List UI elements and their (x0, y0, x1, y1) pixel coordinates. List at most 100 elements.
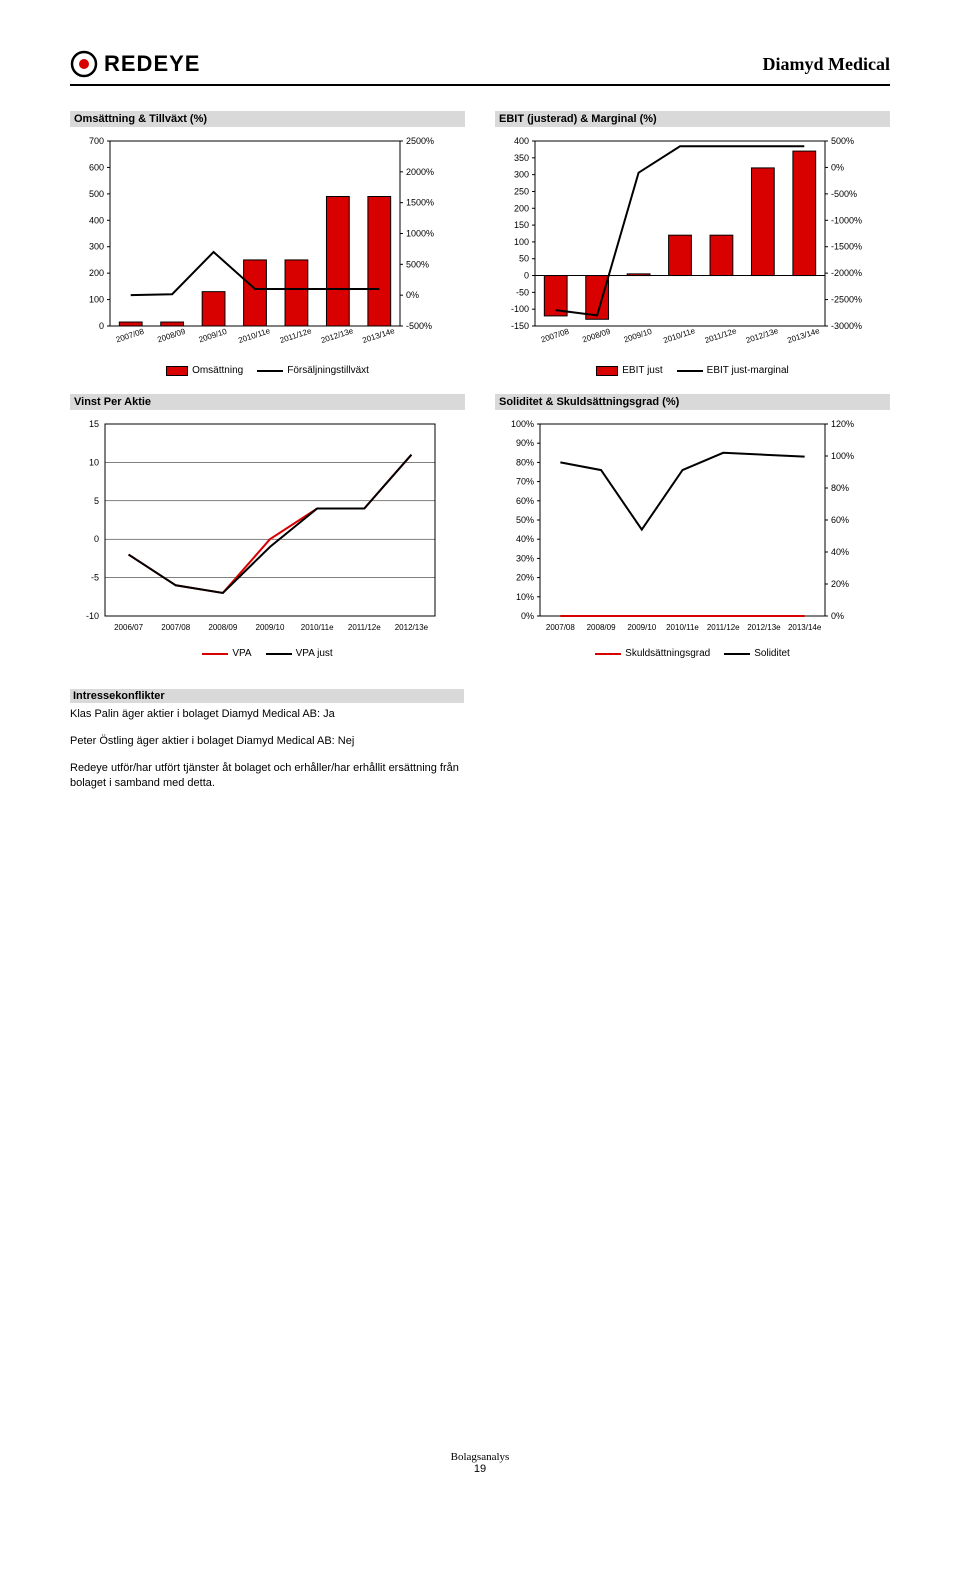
svg-text:2011/12e: 2011/12e (707, 623, 740, 632)
svg-text:20%: 20% (516, 573, 534, 583)
svg-text:2008/09: 2008/09 (208, 623, 237, 632)
chart1-legend-line: Försäljningstillväxt (287, 365, 369, 376)
svg-text:100%: 100% (511, 419, 534, 429)
chart4-legend-l2: Soliditet (754, 648, 790, 659)
conflicts-line1: Klas Palin äger aktier i bolaget Diamyd … (70, 707, 464, 722)
chart3-legend: VPA VPA just (70, 648, 465, 659)
svg-text:200: 200 (89, 268, 104, 278)
svg-text:30%: 30% (516, 553, 534, 563)
conflicts-line2: Peter Östling äger aktier i bolaget Diam… (70, 734, 464, 749)
svg-text:2009/10: 2009/10 (256, 623, 285, 632)
svg-text:-150: -150 (511, 321, 529, 331)
chart4-legend: Skuldsättningsgrad Soliditet (495, 648, 890, 659)
svg-text:-1000%: -1000% (831, 215, 862, 225)
svg-text:120%: 120% (831, 419, 854, 429)
chart-vinst-per-aktie: Vinst Per Aktie -10-50510152006/072007/0… (70, 394, 465, 659)
svg-text:2000%: 2000% (406, 167, 434, 177)
svg-text:2013/14e: 2013/14e (788, 623, 822, 632)
svg-text:-5: -5 (91, 573, 99, 583)
svg-text:200: 200 (514, 203, 529, 213)
chart1-legend-bar: Omsättning (192, 365, 243, 376)
chart2-svg: -150-100-50050100150200250300350400-3000… (495, 131, 875, 361)
svg-text:2013/14e: 2013/14e (361, 326, 396, 345)
svg-text:2008/09: 2008/09 (587, 623, 616, 632)
chart4-svg: 0%10%20%30%40%50%60%70%80%90%100%0%20%40… (495, 414, 875, 644)
svg-text:2007/08: 2007/08 (115, 327, 146, 345)
svg-text:2012/13e: 2012/13e (320, 326, 355, 345)
svg-text:60%: 60% (516, 496, 534, 506)
svg-text:2011/12e: 2011/12e (348, 623, 381, 632)
chart3-title: Vinst Per Aktie (70, 394, 465, 410)
svg-text:-1500%: -1500% (831, 242, 862, 252)
chart2-legend-bar: EBIT just (622, 365, 662, 376)
svg-text:2012/13e: 2012/13e (745, 326, 780, 345)
svg-text:40%: 40% (516, 534, 534, 544)
chart3-legend-l2: VPA just (296, 648, 333, 659)
interest-conflicts: Intressekonflikter Klas Palin äger aktie… (70, 689, 464, 790)
svg-text:2012/13e: 2012/13e (747, 623, 781, 632)
svg-text:5: 5 (94, 496, 99, 506)
svg-text:100: 100 (514, 237, 529, 247)
chart3-legend-l1: VPA (232, 648, 251, 659)
svg-text:0: 0 (99, 321, 104, 331)
svg-text:50: 50 (519, 254, 529, 264)
logo-text: REDEYE (104, 51, 200, 77)
svg-text:2008/09: 2008/09 (156, 327, 187, 345)
page-header: REDEYE Diamyd Medical (70, 50, 890, 86)
svg-text:-2500%: -2500% (831, 295, 862, 305)
svg-text:60%: 60% (831, 515, 849, 525)
document-title: Diamyd Medical (763, 54, 891, 75)
svg-text:10%: 10% (516, 592, 534, 602)
svg-text:0%: 0% (406, 290, 419, 300)
svg-text:2011/12e: 2011/12e (704, 326, 738, 345)
svg-text:-100: -100 (511, 304, 529, 314)
svg-text:2010/11e: 2010/11e (666, 623, 699, 632)
chart4-legend-l1: Skuldsättningsgrad (625, 648, 710, 659)
footer-label: Bolagsanalys (0, 1451, 960, 1463)
conflicts-title: Intressekonflikter (70, 689, 464, 703)
svg-text:2010/11e: 2010/11e (301, 623, 334, 632)
svg-text:2010/11e: 2010/11e (237, 326, 271, 345)
svg-text:20%: 20% (831, 579, 849, 589)
svg-text:-50: -50 (516, 287, 529, 297)
svg-text:300: 300 (514, 170, 529, 180)
conflicts-line3: Redeye utför/har utfört tjänster åt bola… (70, 761, 464, 791)
svg-text:2009/10: 2009/10 (627, 623, 656, 632)
chart-soliditet-skuld: Soliditet & Skuldsättningsgrad (%) 0%10%… (495, 394, 890, 659)
svg-text:1500%: 1500% (406, 198, 434, 208)
svg-text:100: 100 (89, 295, 104, 305)
svg-text:0: 0 (524, 271, 529, 281)
svg-text:700: 700 (89, 136, 104, 146)
svg-text:40%: 40% (831, 547, 849, 557)
svg-text:400: 400 (514, 136, 529, 146)
svg-text:0%: 0% (831, 611, 844, 621)
chart1-title: Omsättning & Tillväxt (%) (70, 111, 465, 127)
chart3-svg: -10-50510152006/072007/082008/092009/102… (70, 414, 450, 644)
svg-text:-500%: -500% (831, 189, 857, 199)
chart-omsattning-tillvaxt: Omsättning & Tillväxt (%) 01002003004005… (70, 111, 465, 376)
svg-text:500: 500 (89, 189, 104, 199)
svg-text:2006/07: 2006/07 (114, 623, 143, 632)
svg-text:2009/10: 2009/10 (198, 327, 229, 345)
svg-text:2012/13e: 2012/13e (395, 623, 429, 632)
page-footer: Bolagsanalys 19 (0, 1451, 960, 1475)
svg-text:100%: 100% (831, 451, 854, 461)
svg-text:50%: 50% (516, 515, 534, 525)
svg-text:-3000%: -3000% (831, 321, 862, 331)
svg-text:0%: 0% (831, 162, 844, 172)
svg-text:2010/11e: 2010/11e (662, 326, 696, 345)
footer-page: 19 (0, 1463, 960, 1475)
svg-text:-2000%: -2000% (831, 268, 862, 278)
svg-text:0: 0 (94, 534, 99, 544)
svg-text:250: 250 (514, 186, 529, 196)
svg-text:2013/14e: 2013/14e (786, 326, 821, 345)
svg-text:0%: 0% (521, 611, 534, 621)
svg-text:2007/08: 2007/08 (161, 623, 190, 632)
svg-text:600: 600 (89, 162, 104, 172)
svg-text:2500%: 2500% (406, 136, 434, 146)
svg-text:90%: 90% (516, 438, 534, 448)
svg-text:2009/10: 2009/10 (623, 327, 654, 345)
chart2-legend: EBIT just EBIT just-marginal (495, 365, 890, 376)
svg-text:1000%: 1000% (406, 229, 434, 239)
svg-text:10: 10 (89, 457, 99, 467)
